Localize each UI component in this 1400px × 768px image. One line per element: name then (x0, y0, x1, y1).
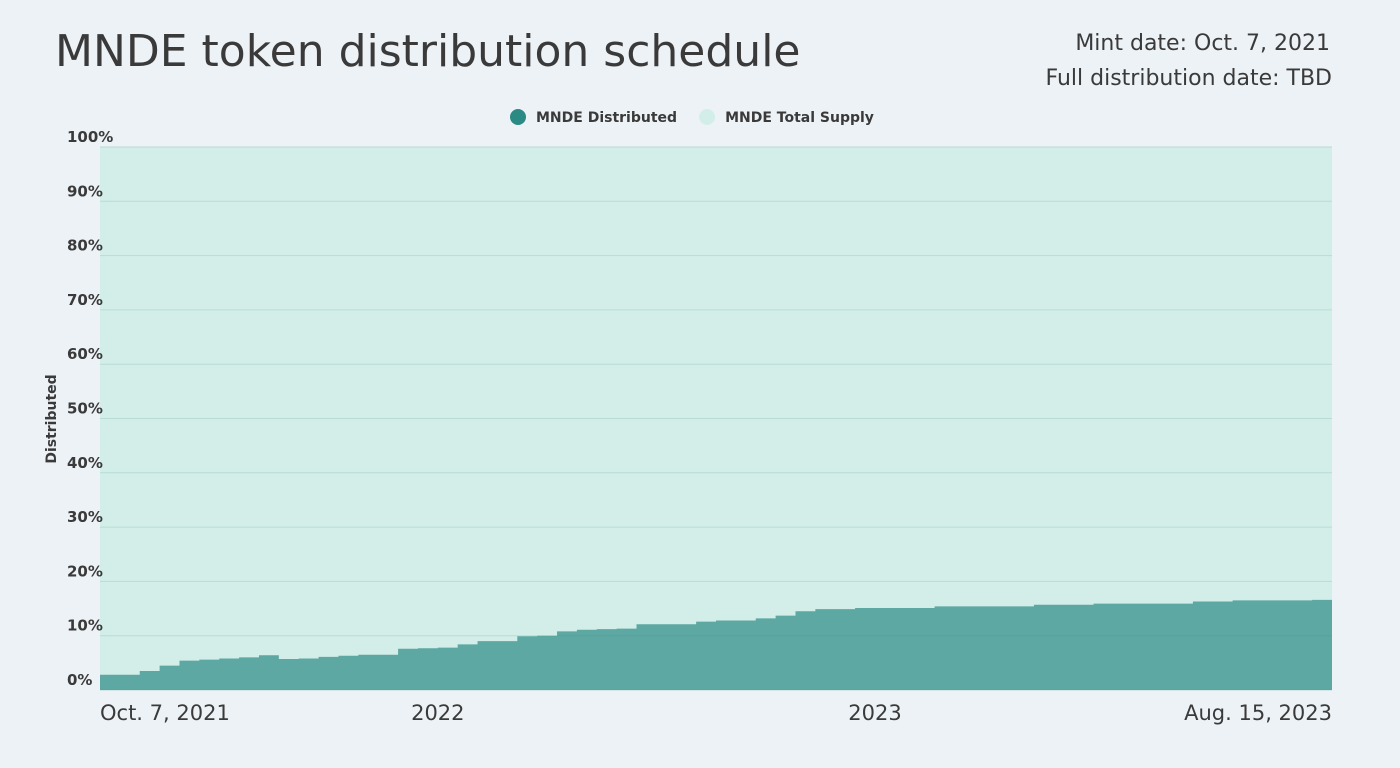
y-tick-label: 30% (67, 508, 103, 526)
legend-label: MNDE Distributed (536, 110, 677, 126)
legend-label: MNDE Total Supply (725, 110, 874, 126)
y-tick-label: 90% (67, 182, 103, 200)
y-tick-label: 50% (67, 400, 103, 418)
annotation: Full distribution date: TBD (1046, 66, 1332, 91)
y-axis-label: Distributed (44, 374, 60, 463)
x-tick-label: Aug. 15, 2023 (1184, 701, 1332, 725)
y-tick-label: 80% (67, 237, 103, 255)
y-tick-label: 40% (67, 454, 103, 472)
area (100, 598, 1332, 690)
x-tick-label: 2023 (848, 701, 901, 725)
legend: MNDE Distributed MNDE Total Supply (510, 109, 874, 126)
y-tick-label: 100% (67, 128, 113, 146)
legend-marker (510, 109, 526, 125)
x-tick-label: Oct. 7, 2021 (100, 701, 230, 725)
y-tick-label: 10% (67, 617, 103, 635)
y-tick-label: 0% (67, 671, 92, 689)
legend-marker (699, 109, 716, 125)
x-tick-label: 2022 (411, 701, 464, 725)
y-tick-label: 60% (67, 345, 103, 363)
y-tick-label: 20% (67, 562, 103, 580)
chart-title: MNDE token distribution schedule (55, 26, 801, 77)
annotation: Mint date: Oct. 7, 2021 (1075, 31, 1330, 56)
y-tick-label: 70% (67, 291, 103, 309)
